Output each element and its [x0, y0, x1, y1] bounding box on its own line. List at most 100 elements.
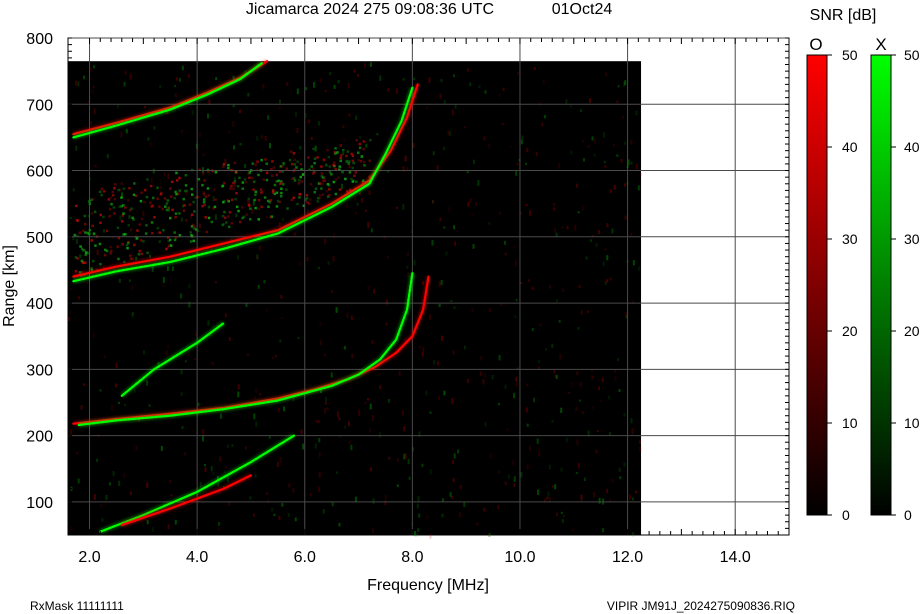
noise-speckle: [507, 474, 510, 480]
spread-echo: [320, 165, 323, 168]
spread-echo: [341, 152, 345, 155]
spread-echo: [124, 233, 127, 236]
noise-speckle: [467, 201, 470, 207]
spread-echo: [321, 193, 325, 196]
spread-echo: [163, 197, 167, 200]
noise-speckle: [292, 488, 295, 493]
spread-echo: [138, 249, 141, 253]
spread-echo: [345, 154, 348, 158]
spread-echo: [260, 205, 263, 208]
noise-speckle: [418, 513, 421, 518]
noise-speckle: [426, 105, 429, 109]
noise-speckle: [553, 369, 556, 374]
echo-traces: [72, 59, 431, 535]
spread-echo: [353, 174, 356, 177]
noise-speckle: [74, 80, 77, 86]
spread-echo: [201, 204, 204, 208]
spread-echo: [78, 231, 82, 235]
spread-echo: [178, 189, 181, 192]
noise-speckle: [414, 531, 416, 537]
noise-speckle: [135, 445, 138, 451]
noise-speckle: [260, 135, 263, 139]
spread-echo: [293, 179, 297, 182]
noise-speckle: [619, 476, 622, 480]
noise-speckle: [549, 285, 552, 289]
noise-speckle: [443, 99, 446, 105]
noise-speckle: [68, 315, 71, 321]
spread-echo: [227, 225, 231, 229]
noise-speckle: [603, 132, 605, 138]
spread-echo: [117, 257, 120, 261]
y-tick-label: 600: [26, 164, 53, 181]
noise-speckle: [631, 497, 634, 501]
noise-speckle: [580, 109, 583, 112]
noise-speckle: [535, 151, 538, 157]
spread-echo: [236, 185, 240, 188]
noise-speckle: [143, 350, 145, 355]
noise-speckle: [533, 67, 536, 71]
spread-echo: [178, 176, 181, 180]
noise-speckle: [160, 445, 163, 451]
noise-speckle: [601, 377, 604, 383]
noise-speckle: [365, 209, 368, 212]
noise-speckle: [551, 419, 554, 423]
spread-echo: [338, 165, 341, 168]
noise-speckle: [346, 312, 349, 319]
spread-echo: [268, 201, 272, 204]
noise-speckle: [452, 350, 455, 355]
noise-speckle: [233, 145, 236, 150]
spread-echo: [151, 232, 154, 235]
noise-speckle: [372, 498, 375, 504]
spread-echo: [128, 187, 131, 190]
spread-echo: [182, 209, 186, 212]
noise-speckle: [131, 286, 134, 290]
noise-speckle: [426, 515, 429, 519]
noise-speckle: [425, 390, 428, 396]
noise-speckle: [194, 225, 196, 229]
spread-echo: [192, 200, 195, 204]
noise-speckle: [625, 315, 628, 319]
spread-echo: [306, 201, 309, 204]
spread-echo: [248, 204, 251, 207]
noise-speckle: [558, 319, 561, 323]
spread-echo: [296, 202, 299, 206]
spread-echo: [221, 184, 225, 188]
spread-echo: [309, 198, 312, 201]
colorbar-o-tick-label: 20: [842, 323, 858, 339]
noise-speckle: [251, 208, 254, 215]
noise-speckle: [232, 120, 235, 127]
noise-speckle: [403, 426, 406, 432]
noise-speckle: [637, 185, 640, 191]
noise-speckle: [322, 509, 325, 514]
noise-speckle: [123, 473, 126, 479]
spread-echo: [123, 205, 127, 209]
spread-echo: [299, 162, 302, 166]
spread-echo: [120, 220, 124, 223]
noise-speckle: [452, 74, 455, 78]
spread-echo: [234, 198, 237, 201]
noise-speckle: [167, 524, 170, 530]
spread-echo: [241, 206, 244, 209]
spread-echo: [132, 218, 135, 221]
spread-echo: [241, 216, 244, 220]
x-mode-trace-5: [72, 62, 263, 139]
noise-speckle: [367, 221, 370, 228]
spread-echo: [90, 212, 94, 215]
noise-speckle: [287, 513, 290, 517]
noise-speckle: [632, 260, 635, 266]
noise-speckle: [266, 492, 269, 495]
noise-speckle: [336, 411, 339, 417]
noise-speckle: [314, 443, 317, 449]
noise-speckle: [278, 107, 281, 110]
spread-echo: [253, 198, 257, 202]
spread-echo: [191, 213, 194, 216]
spread-echo: [102, 190, 106, 193]
noise-speckle: [93, 108, 96, 115]
spread-echo: [99, 221, 102, 224]
noise-speckle: [526, 383, 529, 387]
noise-speckle: [623, 462, 626, 467]
noise-speckle: [111, 405, 113, 411]
spread-echo: [167, 244, 171, 247]
noise-speckle: [112, 471, 115, 476]
spread-echo: [233, 161, 237, 165]
